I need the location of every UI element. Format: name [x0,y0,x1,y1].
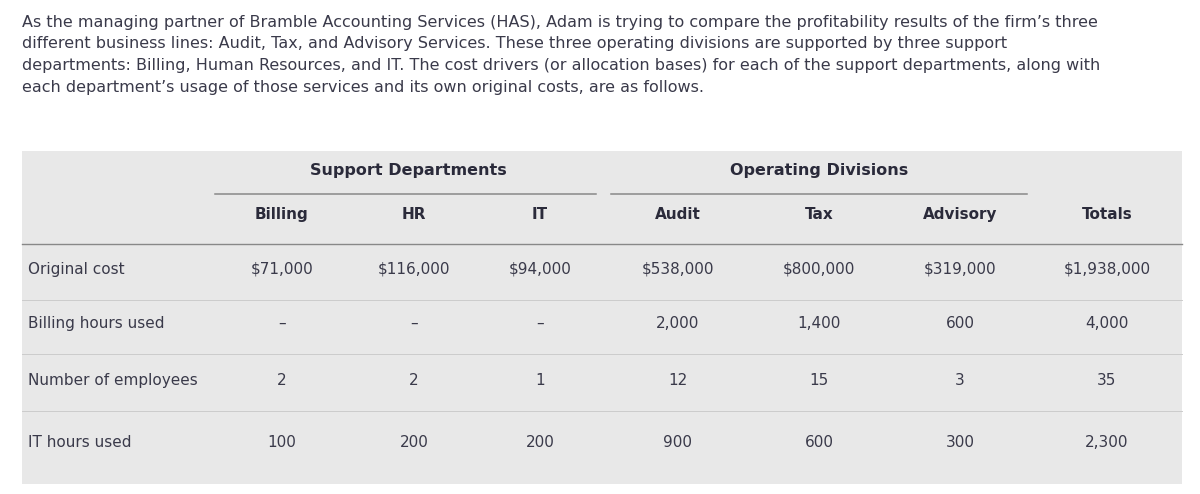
Text: $319,000: $319,000 [924,262,996,277]
Text: As the managing partner of Bramble Accounting Services (HAS), Adam is trying to : As the managing partner of Bramble Accou… [22,15,1100,95]
Text: Billing hours used: Billing hours used [28,316,164,331]
Text: 200: 200 [526,435,554,450]
Text: Billing: Billing [256,207,308,222]
Text: 900: 900 [664,435,692,450]
Text: HR: HR [402,207,426,222]
Text: $1,938,000: $1,938,000 [1063,262,1151,277]
Text: 2,000: 2,000 [656,316,700,331]
Text: 12: 12 [668,373,688,388]
Text: –: – [278,316,286,331]
Text: 200: 200 [400,435,428,450]
Text: $538,000: $538,000 [642,262,714,277]
Text: $94,000: $94,000 [509,262,571,277]
Text: 15: 15 [809,373,829,388]
Text: IT: IT [532,207,548,222]
Text: $800,000: $800,000 [782,262,856,277]
Text: 2,300: 2,300 [1085,435,1129,450]
Text: Operating Divisions: Operating Divisions [730,163,908,178]
Text: $116,000: $116,000 [378,262,450,277]
Text: 100: 100 [268,435,296,450]
Text: 2: 2 [277,373,287,388]
Text: 4,000: 4,000 [1085,316,1129,331]
Text: Advisory: Advisory [923,207,997,222]
Text: 600: 600 [804,435,834,450]
Text: –: – [536,316,544,331]
Text: $71,000: $71,000 [251,262,313,277]
Text: 600: 600 [946,316,974,331]
Text: Support Departments: Support Departments [310,163,506,178]
Text: 300: 300 [946,435,974,450]
Text: 1: 1 [535,373,545,388]
Text: –: – [410,316,418,331]
Text: 1,400: 1,400 [797,316,841,331]
Text: IT hours used: IT hours used [28,435,131,450]
Text: Tax: Tax [805,207,833,222]
Text: 35: 35 [1097,373,1117,388]
Text: 3: 3 [955,373,965,388]
Text: Original cost: Original cost [28,262,125,277]
Text: 2: 2 [409,373,419,388]
Text: Totals: Totals [1081,207,1133,222]
Text: Audit: Audit [655,207,701,222]
Text: Number of employees: Number of employees [28,373,197,388]
